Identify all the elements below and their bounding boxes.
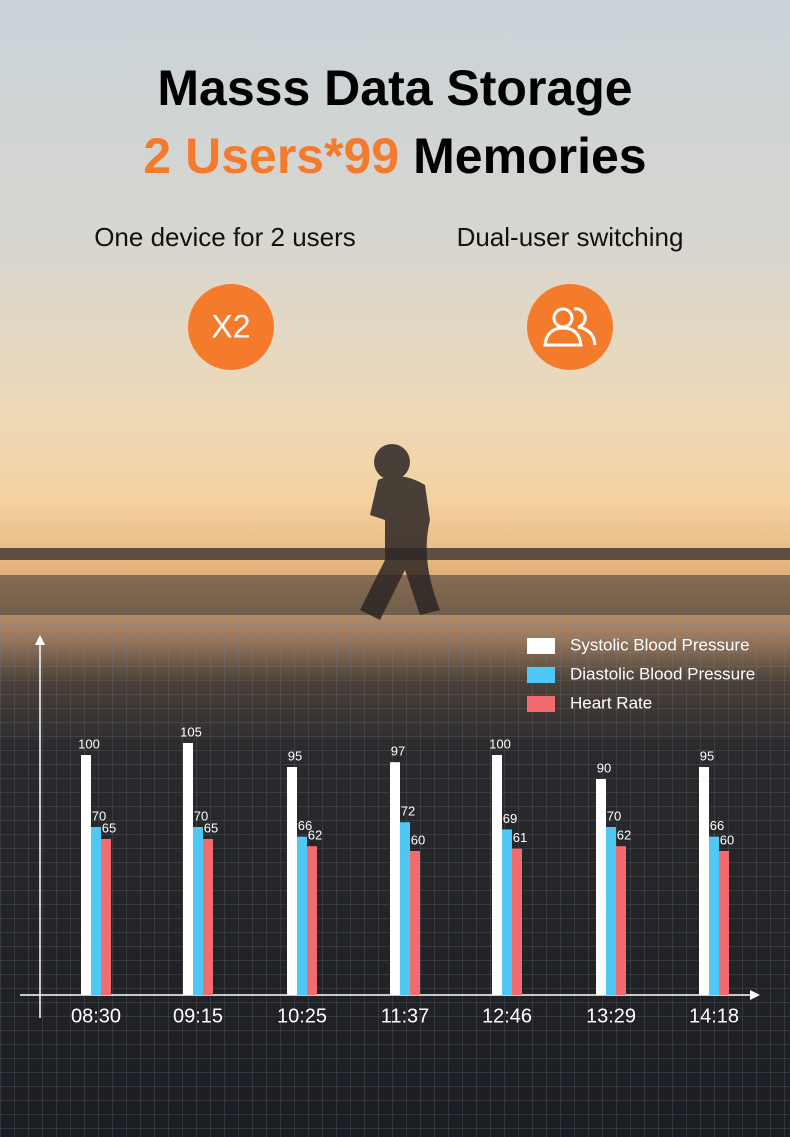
- legend-swatch: [527, 667, 555, 683]
- icon-text: X2: [211, 308, 250, 344]
- bar: [101, 839, 111, 995]
- value-label: 95: [700, 748, 714, 763]
- x-tick-label: 10:25: [277, 1005, 327, 1027]
- bar: [719, 851, 729, 995]
- chart: 08:30100706509:15105706510:2595666211:37…: [20, 635, 760, 1027]
- value-label: 100: [489, 736, 511, 751]
- bar: [410, 851, 420, 995]
- bar: [183, 743, 193, 995]
- subtitle: 2 Users*99 Memories: [143, 128, 646, 184]
- users-icon: [543, 307, 597, 347]
- bar: [502, 829, 512, 995]
- legend-swatch: [527, 696, 555, 712]
- value-label: 61: [513, 830, 527, 845]
- value-label: 66: [298, 818, 312, 833]
- bar: [193, 827, 203, 995]
- x-tick-label: 13:29: [586, 1005, 636, 1027]
- x-tick-label: 14:18: [689, 1005, 739, 1027]
- legend-swatch: [527, 638, 555, 654]
- value-label: 97: [391, 744, 405, 759]
- x-tick-label: 09:15: [173, 1005, 223, 1027]
- bar: [91, 827, 101, 995]
- value-label: 90: [597, 760, 611, 775]
- bar: [606, 827, 616, 995]
- title: Masss Data Storage: [157, 60, 632, 116]
- bar: [512, 848, 522, 995]
- bar: [616, 846, 626, 995]
- bar: [287, 767, 297, 995]
- x-tick-label: 08:30: [71, 1005, 121, 1027]
- x-axis-arrow: [750, 990, 760, 1000]
- bar: [390, 762, 400, 995]
- value-label: 95: [288, 748, 302, 763]
- value-label: 62: [308, 828, 322, 843]
- value-label: 72: [401, 804, 415, 819]
- legend-label: Diastolic Blood Pressure: [570, 664, 755, 683]
- bar: [400, 822, 410, 995]
- bar: [81, 755, 91, 995]
- bar: [203, 839, 213, 995]
- bar: [492, 755, 502, 995]
- runner: [360, 444, 440, 620]
- value-label: 100: [78, 736, 100, 751]
- feature-label: Dual-user switching: [457, 222, 684, 252]
- value-label: 70: [607, 808, 621, 823]
- value-label: 60: [720, 832, 734, 847]
- feature-label: One device for 2 users: [94, 222, 356, 252]
- subtitle-rest: Memories: [413, 128, 646, 184]
- x-tick-label: 12:46: [482, 1005, 532, 1027]
- subtitle-highlight: 2 Users*99: [143, 128, 399, 184]
- legend-label: Heart Rate: [570, 693, 652, 712]
- value-label: 60: [411, 832, 425, 847]
- value-label: 65: [204, 820, 218, 835]
- feature-icon: [527, 284, 613, 370]
- bar: [709, 836, 719, 995]
- value-label: 70: [92, 808, 106, 823]
- bar: [307, 846, 317, 995]
- bar: [297, 836, 307, 995]
- value-label: 105: [180, 724, 202, 739]
- y-axis-arrow: [35, 635, 45, 645]
- value-label: 69: [503, 811, 517, 826]
- x-tick-label: 11:37: [381, 1005, 430, 1027]
- value-label: 62: [617, 828, 631, 843]
- legend-label: Systolic Blood Pressure: [570, 635, 750, 654]
- value-label: 66: [710, 818, 724, 833]
- bar: [699, 767, 709, 995]
- feature-icon: [188, 284, 274, 370]
- bar: [596, 779, 606, 995]
- value-label: 70: [194, 808, 208, 823]
- value-label: 65: [102, 820, 116, 835]
